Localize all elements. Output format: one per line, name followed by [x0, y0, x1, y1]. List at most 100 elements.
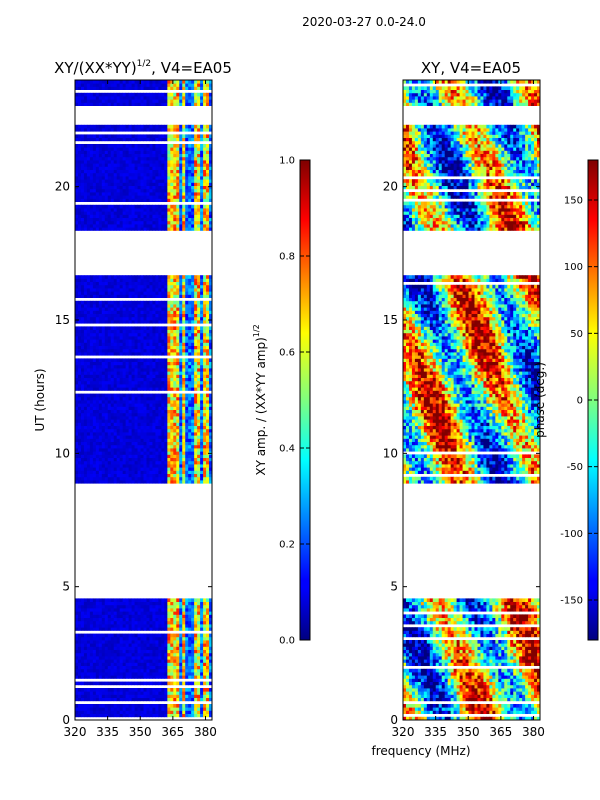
amplitude-cell [104, 198, 109, 202]
amplitude-cell [143, 454, 147, 458]
amplitude-cell [149, 214, 153, 218]
amplitude-cell [161, 310, 165, 314]
amplitude-cell [179, 422, 183, 426]
amplitude-cell [146, 428, 150, 433]
amplitude-cell [146, 614, 150, 618]
amplitude-cell [158, 224, 162, 228]
amplitude-cell [113, 406, 118, 410]
amplitude-cell [80, 464, 85, 468]
amplitude-cell [122, 387, 127, 391]
amplitude-cell [140, 336, 144, 340]
amplitude-cell [161, 294, 165, 298]
amplitude-cell [140, 441, 144, 446]
amplitude-cell [146, 668, 150, 673]
amplitude-cell [164, 652, 168, 657]
amplitude-cell [98, 697, 103, 702]
amplitude-cell [185, 358, 189, 362]
amplitude-cell [86, 339, 91, 343]
amplitude-cell [197, 336, 201, 340]
amplitude-cell [209, 300, 212, 305]
amplitude-cell [191, 697, 195, 702]
amplitude-cell [203, 432, 207, 436]
amplitude-cell [104, 275, 109, 279]
amplitude-cell [161, 348, 165, 353]
amplitude-cell [164, 217, 168, 222]
amplitude-cell [119, 691, 124, 695]
amplitude-cell [134, 444, 138, 449]
amplitude-cell [197, 403, 201, 407]
amplitude-cell [146, 368, 150, 372]
amplitude-cell [137, 320, 141, 324]
amplitude-cell [125, 316, 130, 321]
amplitude-cell [125, 384, 130, 388]
amplitude-cell [164, 275, 168, 279]
amplitude-cell [128, 188, 132, 193]
amplitude-cell [164, 307, 168, 311]
amplitude-cell [95, 291, 100, 295]
amplitude-cell [194, 204, 198, 209]
amplitude-cell [119, 598, 124, 602]
amplitude-cell [83, 387, 88, 391]
amplitude-cell [116, 694, 121, 698]
amplitude-cell [80, 288, 85, 292]
amplitude-cell [158, 460, 162, 465]
amplitude-cell [80, 473, 85, 478]
amplitude-cell [155, 384, 159, 388]
amplitude-cell [89, 361, 94, 366]
amplitude-cell [113, 627, 118, 631]
amplitude-cell [197, 694, 201, 698]
amplitude-cell [200, 681, 204, 686]
amplitude-cell [119, 326, 124, 330]
amplitude-cell [92, 707, 97, 711]
amplitude-cell [188, 409, 192, 414]
amplitude-cell [182, 656, 186, 660]
amplitude-cell [131, 332, 135, 337]
amplitude-cell [95, 691, 100, 695]
amplitude-cell [125, 182, 130, 186]
amplitude-cell [75, 668, 79, 673]
amplitude-cell [176, 435, 180, 439]
amplitude-cell [143, 620, 147, 625]
amplitude-cell [146, 188, 150, 193]
amplitude-cell [98, 211, 103, 215]
amplitude-cell [194, 480, 198, 484]
amplitude-cell [140, 188, 144, 193]
amplitude-cell [173, 470, 177, 474]
amplitude-cell [122, 598, 127, 602]
amplitude-cell [122, 294, 127, 298]
amplitude-cell [206, 441, 210, 446]
amplitude-cell [125, 358, 130, 362]
amplitude-cell [134, 681, 138, 686]
amplitude-cell [155, 627, 159, 631]
amplitude-cell [83, 480, 88, 484]
amplitude-cell [176, 470, 180, 474]
amplitude-cell [101, 467, 106, 471]
amplitude-cell [128, 278, 132, 282]
amplitude-cell [122, 604, 127, 609]
amplitude-cell [110, 403, 115, 407]
amplitude-cell [95, 352, 100, 356]
amplitude-cell [188, 707, 192, 711]
amplitude-cell [203, 211, 207, 215]
amplitude-cell [197, 281, 201, 286]
amplitude-cell [200, 460, 204, 465]
amplitude-cell [131, 652, 135, 657]
amplitude-cell [170, 294, 174, 298]
amplitude-cell [167, 348, 171, 353]
amplitude-cell [110, 627, 115, 631]
amplitude-cell [161, 224, 165, 228]
amplitude-cell [185, 352, 189, 356]
amplitude-cell [104, 662, 109, 666]
amplitude-cell [194, 425, 198, 430]
amplitude-cell [152, 204, 156, 209]
amplitude-cell [131, 374, 135, 378]
amplitude-cell [164, 691, 168, 695]
amplitude-cell [179, 688, 183, 692]
amplitude-cell [83, 646, 88, 650]
amplitude-cell [137, 457, 141, 462]
amplitude-cell [146, 208, 150, 212]
amplitude-cell [140, 697, 144, 702]
amplitude-cell [188, 384, 192, 388]
amplitude-cell [83, 604, 88, 609]
amplitude-cell [107, 275, 112, 279]
